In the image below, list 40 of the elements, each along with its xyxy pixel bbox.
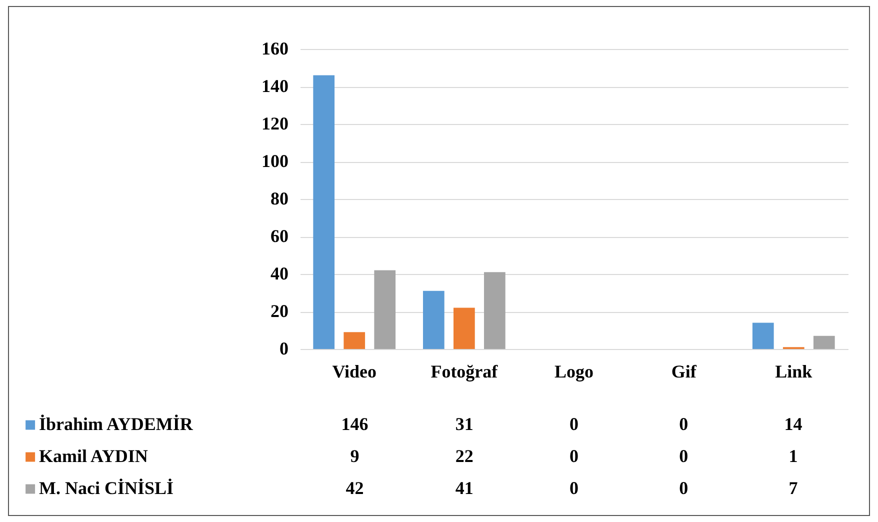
data-label: 146 (341, 414, 368, 434)
data-label: 0 (679, 478, 688, 498)
bar (313, 75, 335, 349)
bar (484, 272, 506, 349)
data-label: 31 (455, 414, 474, 434)
x-tick-label: Logo (554, 362, 594, 382)
y-tick-label: 140 (262, 76, 288, 96)
data-label: 0 (570, 478, 578, 498)
x-tick-label: Gif (671, 362, 698, 382)
x-tick-label: Link (775, 362, 812, 382)
y-tick-label: 100 (262, 151, 288, 171)
data-label: 1 (788, 446, 798, 466)
y-tick-label: 160 (262, 38, 288, 58)
x-tick-label: Fotoğraf (430, 362, 499, 382)
legend-label: M. Naci CİNİSLİ (39, 478, 174, 498)
data-label: 9 (350, 446, 360, 466)
data-label: 41 (455, 478, 474, 498)
legend-label: İbrahim AYDEMİR (39, 414, 194, 434)
bar (454, 308, 475, 349)
data-label: 14 (784, 414, 802, 434)
y-tick-label: 20 (270, 301, 288, 321)
data-label: 0 (679, 446, 688, 466)
legend-label: Kamil AYDIN (39, 446, 148, 466)
data-label: 42 (346, 478, 364, 498)
y-tick-label: 120 (262, 114, 288, 134)
bar (813, 336, 835, 349)
data-label: 0 (570, 414, 578, 434)
data-label: 0 (679, 414, 688, 434)
bar (344, 332, 366, 349)
y-tick-label: 0 (280, 338, 288, 358)
y-tick-label: 80 (270, 188, 288, 208)
data-label: 22 (455, 446, 474, 466)
bar (752, 322, 774, 349)
data-label: 0 (570, 446, 578, 466)
bar (423, 290, 444, 349)
y-tick-label: 40 (270, 264, 288, 284)
data-label: 7 (788, 478, 798, 498)
x-tick-label: Video (332, 362, 377, 382)
bar (374, 270, 396, 349)
y-tick-label: 60 (270, 226, 288, 246)
